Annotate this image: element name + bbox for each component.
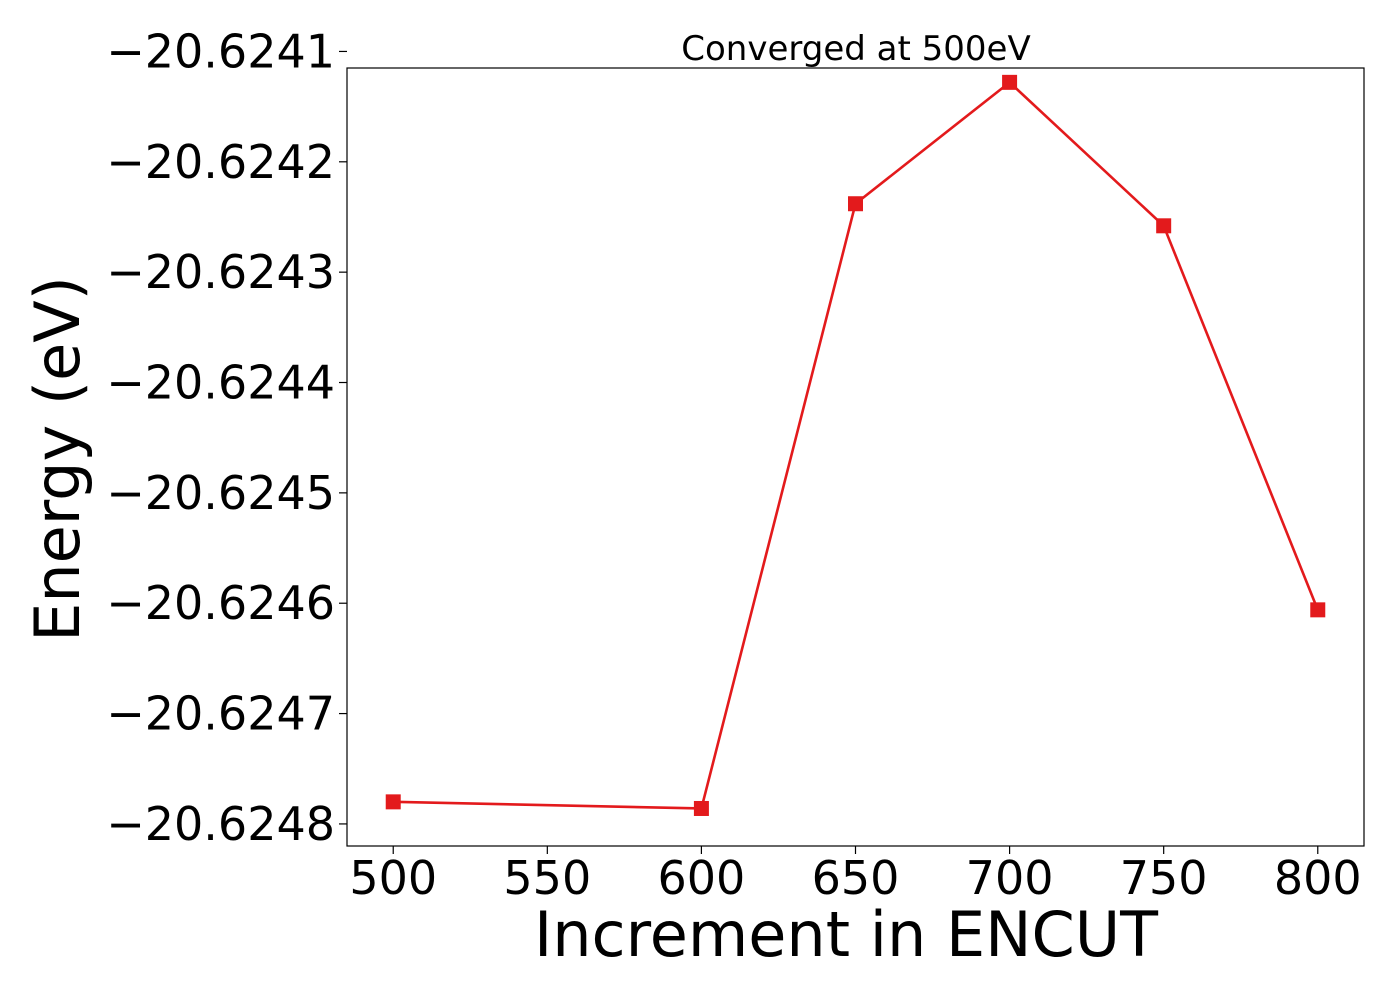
y-tick-label: −20.6246: [106, 576, 335, 630]
plot-area: 500 550 600 650 700 750 800 −20.6241 −20.6242 −20…: [106, 24, 1365, 905]
data-point: [848, 196, 863, 212]
y-tick-label: −20.6244: [106, 356, 335, 410]
data-point: [385, 794, 401, 810]
data-point: [693, 800, 709, 816]
x-tick-label: 600: [658, 851, 746, 905]
chart-title: Converged at 500eV: [681, 29, 1030, 69]
y-tick-label: −20.6241: [106, 24, 335, 78]
data-point: [1156, 218, 1172, 234]
y-axis-title: Energy (eV): [21, 276, 94, 642]
series-line: [393, 81, 1319, 810]
x-tick-label: 650: [812, 851, 900, 905]
x-tick-label: 800: [1274, 851, 1362, 905]
y-tick-label: −20.6247: [106, 687, 335, 741]
data-point: [1310, 602, 1326, 618]
y-tick-label: −20.6243: [106, 245, 335, 299]
x-tick-label: 500: [349, 851, 437, 905]
y-tick-label: −20.6245: [106, 466, 335, 520]
data-point: [1002, 74, 1018, 90]
y-tick-label: −20.6242: [106, 135, 335, 189]
x-tick-label: 750: [1120, 851, 1208, 905]
x-tick-label: 700: [966, 851, 1054, 905]
x-tick-label: 550: [503, 851, 591, 905]
x-axis-title: Increment in ENCUT: [534, 898, 1159, 971]
y-tick-label: −20.6248: [106, 797, 335, 851]
